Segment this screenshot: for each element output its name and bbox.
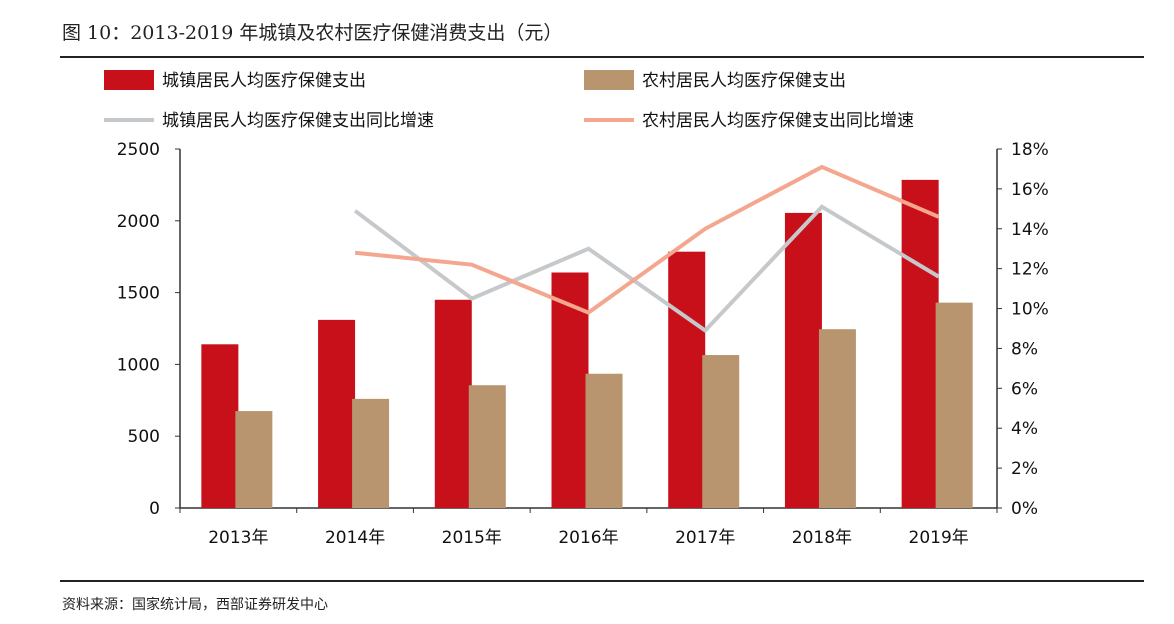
urban-bar: [784, 212, 822, 509]
urban-bar: [551, 272, 589, 508]
legend-label: 农村居民人均医疗保健支出同比增速: [642, 111, 914, 131]
rural-bar: [235, 411, 273, 508]
right-tick-label: 12%: [1011, 260, 1049, 280]
legend-label: 城镇居民人均医疗保健支出: [162, 71, 366, 91]
right-tick-label: 14%: [1011, 220, 1049, 240]
left-tick-label: 2500: [117, 140, 160, 160]
left-tick-label: 1000: [117, 355, 160, 375]
rural-bar: [935, 302, 973, 508]
rural-bar: [702, 355, 740, 508]
urban-bar: [434, 299, 472, 508]
right-tick-label: 4%: [1011, 419, 1038, 439]
urban-bar: [668, 251, 706, 508]
rural-growth-line: [354, 164, 940, 315]
right-tick-label: 8%: [1011, 339, 1038, 359]
right-tick-label: 18%: [1011, 140, 1049, 160]
x-tick-label: 2017年: [675, 528, 735, 548]
bottom-rule: [60, 580, 1144, 582]
right-tick-label: 2%: [1011, 459, 1038, 479]
x-tick-label: 2014年: [325, 528, 385, 548]
legend-label: 城镇居民人均医疗保健支出同比增速: [162, 111, 434, 131]
legend-label: 农村居民人均医疗保健支出: [642, 71, 846, 91]
rural-bar: [818, 329, 856, 508]
legend-swatch: [584, 70, 634, 90]
urban-bar: [901, 179, 939, 508]
left-tick-label: 0: [149, 499, 160, 519]
urban-bar: [201, 344, 239, 508]
right-tick-label: 0%: [1011, 499, 1038, 519]
x-tick-label: 2016年: [558, 528, 618, 548]
right-tick-label: 10%: [1011, 300, 1049, 320]
urban-growth-line: [353, 204, 940, 334]
rural-bar: [585, 373, 623, 508]
rural-bar: [468, 385, 506, 508]
x-tick-label: 2015年: [442, 528, 502, 548]
left-tick-label: 2000: [117, 212, 160, 232]
left-tick-label: 1500: [117, 284, 160, 304]
right-tick-label: 6%: [1011, 379, 1038, 399]
figure-title: 图 10：2013-2019 年城镇及农村医疗保健消费支出（元）: [62, 22, 563, 44]
urban-bar: [318, 319, 356, 508]
rural-bar: [352, 398, 390, 508]
left-tick-label: 500: [128, 427, 160, 447]
x-tick-label: 2019年: [909, 528, 969, 548]
legend-swatch: [104, 70, 154, 90]
source-note: 资料来源：国家统计局，西部证券研发中心: [62, 597, 328, 613]
top-rule: [60, 56, 1144, 58]
right-tick-label: 16%: [1011, 180, 1049, 200]
x-tick-label: 2013年: [208, 528, 268, 548]
x-tick-label: 2018年: [792, 528, 852, 548]
